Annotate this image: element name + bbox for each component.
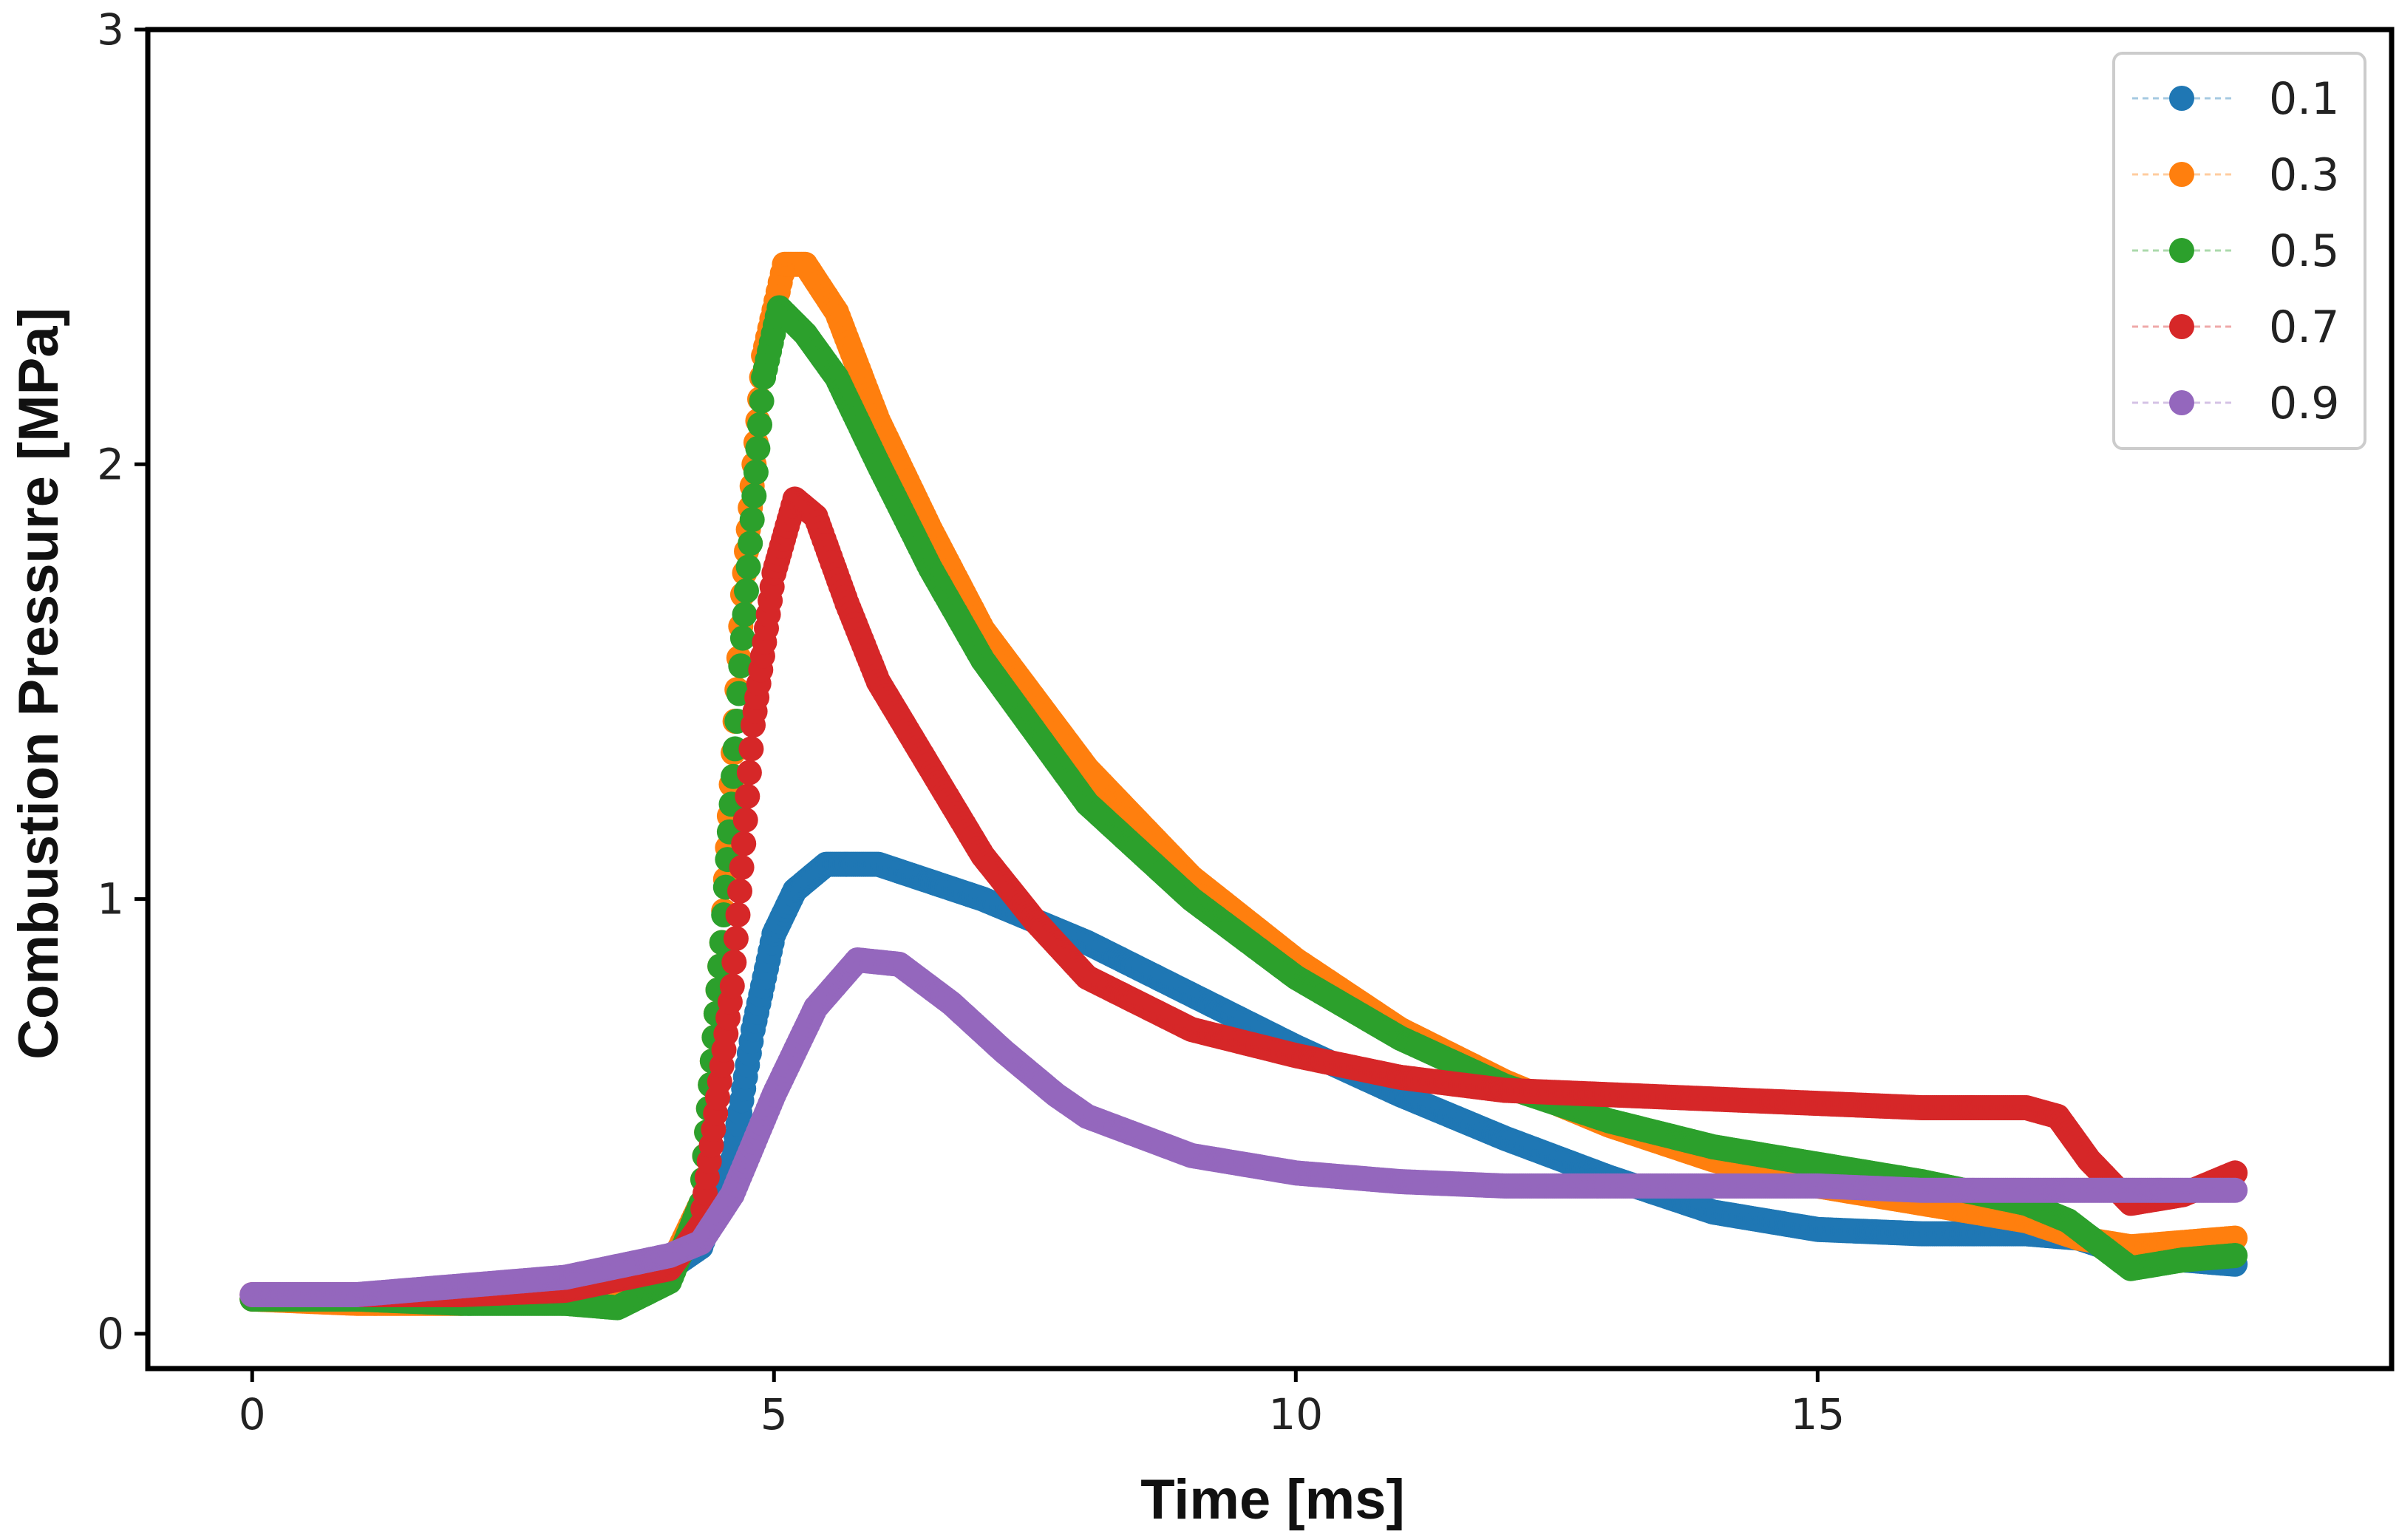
x-tick-label: 15 [1790,1389,1845,1440]
data-point [719,973,745,999]
y-tick-label: 3 [97,4,124,55]
data-point [739,507,765,533]
data-point [732,602,758,627]
legend-marker [2169,314,2194,339]
y-tick-label: 1 [97,874,124,924]
data-point [2222,1243,2248,1268]
legend-label: 0.3 [2269,149,2339,201]
y-axis-title: Combustion Pressure [MPa] [7,307,70,1060]
legend-marker [2169,238,2194,263]
x-axis-title: Time [ms] [1140,1468,1405,1531]
y-tick-label: 2 [97,439,124,489]
legend-label: 0.5 [2269,225,2339,277]
data-point [738,531,763,556]
data-point [725,902,751,927]
data-point [736,760,762,786]
series-0-9 [239,947,2248,1307]
data-point [727,878,752,904]
data-point [747,412,772,437]
legend-marker [2169,162,2194,187]
data-point [749,388,775,414]
legend-marker [2169,390,2194,415]
ticks-layer: 0 5 10 15 0 1 2 3 [97,4,1845,1440]
x-tick-label: 0 [239,1389,266,1440]
series-layer [239,251,2248,1321]
data-point [2222,1177,2248,1203]
data-point [743,460,769,485]
legend-label: 0.1 [2269,73,2339,125]
legend-label: 0.7 [2269,301,2339,353]
data-point [732,807,758,833]
data-point [735,783,760,809]
data-point [721,950,747,975]
legend-marker [2169,86,2194,111]
data-point [735,554,761,580]
data-point [723,926,749,952]
x-tick-label: 5 [760,1389,788,1440]
x-tick-label: 10 [1268,1389,1323,1440]
data-point [731,831,757,856]
data-point [734,578,759,604]
data-point [741,483,767,509]
data-point [745,435,771,461]
data-point [729,625,755,651]
y-tick-label: 0 [97,1309,124,1359]
data-point [729,854,755,880]
legend-label: 0.9 [2269,378,2339,429]
legend: 0.1 0.3 0.5 0.7 0.9 [2112,52,2366,450]
data-point [738,736,764,762]
data-point [728,653,754,679]
